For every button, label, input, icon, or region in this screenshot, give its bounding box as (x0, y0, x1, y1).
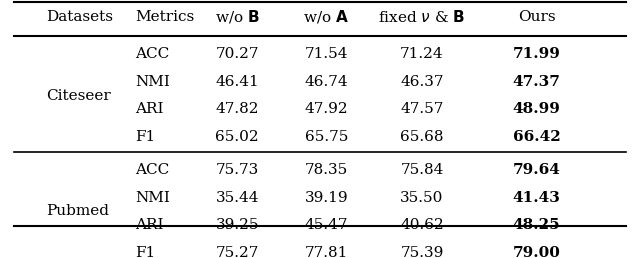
Text: ACC: ACC (135, 47, 170, 61)
Text: 40.62: 40.62 (400, 218, 444, 232)
Text: 75.27: 75.27 (216, 246, 259, 258)
Text: 65.75: 65.75 (305, 130, 348, 144)
Text: 46.37: 46.37 (400, 75, 444, 89)
Text: 78.35: 78.35 (305, 163, 348, 177)
Text: 75.39: 75.39 (400, 246, 444, 258)
Text: 71.24: 71.24 (400, 47, 444, 61)
Text: 35.44: 35.44 (216, 191, 259, 205)
Text: Datasets: Datasets (46, 10, 113, 24)
Text: 45.47: 45.47 (305, 218, 348, 232)
Text: w/o $\mathbf{A}$: w/o $\mathbf{A}$ (303, 8, 349, 25)
Text: F1: F1 (135, 130, 156, 144)
Text: 47.57: 47.57 (400, 102, 444, 116)
Text: 71.99: 71.99 (513, 47, 561, 61)
Text: ARI: ARI (135, 102, 164, 116)
Text: 46.74: 46.74 (305, 75, 348, 89)
Text: 48.25: 48.25 (513, 218, 561, 232)
Text: w/o $\mathbf{B}$: w/o $\mathbf{B}$ (215, 8, 260, 25)
Text: ACC: ACC (135, 163, 170, 177)
Text: 75.73: 75.73 (216, 163, 259, 177)
Text: 65.68: 65.68 (400, 130, 444, 144)
Text: Citeseer: Citeseer (46, 88, 111, 103)
Text: 41.43: 41.43 (513, 191, 561, 205)
Text: ARI: ARI (135, 218, 164, 232)
Text: 39.25: 39.25 (216, 218, 259, 232)
Text: fixed $\nu$ & $\mathbf{B}$: fixed $\nu$ & $\mathbf{B}$ (378, 9, 465, 25)
Text: 79.00: 79.00 (513, 246, 561, 258)
Text: 70.27: 70.27 (216, 47, 259, 61)
Text: NMI: NMI (135, 191, 170, 205)
Text: 71.54: 71.54 (305, 47, 348, 61)
Text: 48.99: 48.99 (513, 102, 561, 116)
Text: 35.50: 35.50 (400, 191, 444, 205)
Text: 46.41: 46.41 (215, 75, 259, 89)
Text: 47.37: 47.37 (513, 75, 561, 89)
Text: 47.92: 47.92 (305, 102, 348, 116)
Text: Ours: Ours (518, 10, 556, 24)
Text: 79.64: 79.64 (513, 163, 561, 177)
Text: 47.82: 47.82 (216, 102, 259, 116)
Text: Metrics: Metrics (135, 10, 195, 24)
Text: Pubmed: Pubmed (46, 204, 109, 218)
Text: 75.84: 75.84 (400, 163, 444, 177)
Text: 39.19: 39.19 (305, 191, 348, 205)
Text: NMI: NMI (135, 75, 170, 89)
Text: F1: F1 (135, 246, 156, 258)
Text: 66.42: 66.42 (513, 130, 561, 144)
Text: 77.81: 77.81 (305, 246, 348, 258)
Text: 65.02: 65.02 (215, 130, 259, 144)
